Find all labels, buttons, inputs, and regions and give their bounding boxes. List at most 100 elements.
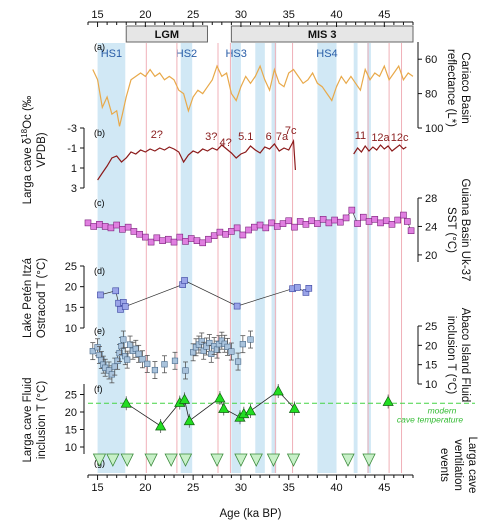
y-axis-label-e: Abaco Island Fluidinclusion T (°C): [445, 308, 471, 403]
heinrich-label: HS1: [101, 48, 122, 60]
event-annotation: 3?: [205, 131, 217, 143]
data-point-e: [135, 350, 142, 357]
data-point-c: [251, 223, 258, 231]
y-axis-label-b-line: Larga cave δ18Oc (‰: [20, 95, 35, 204]
data-point-e: [111, 363, 118, 370]
panel-letter-b: (b): [94, 128, 105, 138]
data-point-e: [144, 360, 151, 367]
x-axis: 15 20 25 30 35 40 45 15 20 25 30 35 40 45 Age (ka BP): [87, 9, 414, 520]
data-point-d: [97, 291, 104, 299]
data-point-c: [205, 235, 212, 243]
data-point-c: [119, 225, 126, 233]
y-axis-label-d-line: Ostracod T (°C): [36, 258, 48, 338]
data-point-c: [268, 219, 275, 227]
data-point-c: [400, 211, 407, 219]
x-tick-label: 45: [378, 9, 390, 21]
panel-letter-e: (e): [94, 326, 105, 336]
heinrich-label: HS2: [176, 48, 197, 60]
blue-band: [255, 43, 265, 473]
modern-label-line: modern: [428, 405, 457, 415]
ventilation-event: [286, 453, 301, 467]
data-point-c: [159, 237, 166, 244]
data-point-c: [170, 238, 178, 246]
y-axis-label-c: Guiana Basin Uk-37SST (°C): [445, 179, 471, 282]
data-point-c: [291, 223, 298, 231]
data-point-d: [181, 277, 188, 284]
x-tick-label: 30: [235, 482, 247, 494]
data-point-e: [224, 343, 231, 350]
panel-letter-a: (a): [94, 42, 105, 52]
ventilation-event: [266, 453, 281, 467]
ventilation-event: [144, 453, 158, 467]
data-point-c: [279, 220, 287, 227]
series-line-b-1: [353, 144, 407, 155]
x-tick-label: 40: [330, 482, 342, 494]
data-point-c: [222, 230, 229, 238]
data-point-c: [314, 220, 321, 227]
ventilation-event: [249, 453, 263, 467]
modern-label-line: cave temperature: [397, 414, 463, 424]
data-point-e: [94, 344, 101, 351]
ventilation-event: [92, 453, 107, 467]
event-annotation: 7a: [276, 131, 289, 143]
panel-f: 10 15 20 25 Larga cave Fluid inclusion T (°C)…: [22, 377, 475, 463]
y-axis-label-e-line: Abaco Island Fluid: [459, 308, 471, 403]
data-point-e: [120, 336, 127, 343]
y-tick-label-d: 10: [65, 323, 77, 335]
data-point-c: [107, 224, 115, 232]
data-point-c: [262, 224, 270, 232]
data-point-d: [233, 302, 241, 310]
data-point-c: [142, 233, 149, 241]
data-point-e: [198, 338, 205, 345]
period-bar: [230, 25, 414, 43]
data-point-c: [308, 217, 315, 225]
data-point-c: [388, 221, 396, 228]
x-tick-label: 15: [91, 9, 103, 21]
data-point-c: [147, 238, 155, 246]
data-point-c: [371, 216, 379, 223]
event-annotation: 5.1: [238, 131, 253, 143]
y-tick-label-d: 15: [65, 302, 77, 314]
x-tick-label: 25: [187, 482, 199, 494]
y-tick-label-c: 28: [425, 193, 437, 205]
data-point-c: [210, 232, 218, 239]
data-point-c: [394, 216, 402, 224]
y-tick-label-e: 15: [425, 360, 437, 372]
series-line-f: [125, 390, 295, 427]
y-axis-label-d-line: Lake Petén Itzá: [22, 257, 34, 338]
y-axis-label-a-line: Cariaco Basin: [459, 52, 471, 124]
data-point-e: [139, 356, 146, 363]
event-annotation: 6: [266, 131, 272, 143]
x-tick-label: 20: [139, 482, 151, 494]
data-point-e: [228, 348, 235, 355]
y-tick-label-a: 100: [425, 123, 443, 135]
y-axis-label-a-line: reflectance (L*): [445, 49, 457, 127]
data-point-c: [359, 213, 367, 221]
data-point-f: [218, 402, 230, 413]
event-annotation: 7c: [285, 125, 297, 137]
modern-temperature-label: modern cave temperature: [397, 405, 463, 424]
x-tick-label: 15: [91, 482, 103, 494]
period-label: LGM: [155, 29, 179, 41]
period-bars: LGM MIS 3: [125, 25, 414, 43]
data-point-c: [256, 221, 264, 229]
panel-letter-f: (f): [94, 384, 103, 394]
data-point-c: [228, 228, 235, 235]
data-point-c: [216, 228, 224, 236]
y-tick-label-f: 10: [65, 442, 77, 454]
data-point-c: [124, 223, 132, 231]
y-tick-label-b: -3: [67, 123, 77, 135]
data-point-c: [407, 227, 415, 235]
data-point-c: [113, 221, 120, 229]
y-axis-label-f-line: inclusion T (°C): [36, 381, 48, 459]
data-point-c: [136, 230, 143, 238]
data-point-e: [171, 357, 179, 364]
heinrich-band: [231, 43, 241, 473]
y-tick-label-f: 20: [65, 407, 77, 419]
y-tick-label-b: -1: [67, 143, 77, 155]
data-point-c: [233, 224, 241, 232]
panel-letter-d: (d): [94, 266, 105, 276]
ventilation-event: [164, 453, 178, 467]
panel-c: 20 24 28 Guiana Basin Uk-37SST (°C) (c): [84, 179, 471, 282]
